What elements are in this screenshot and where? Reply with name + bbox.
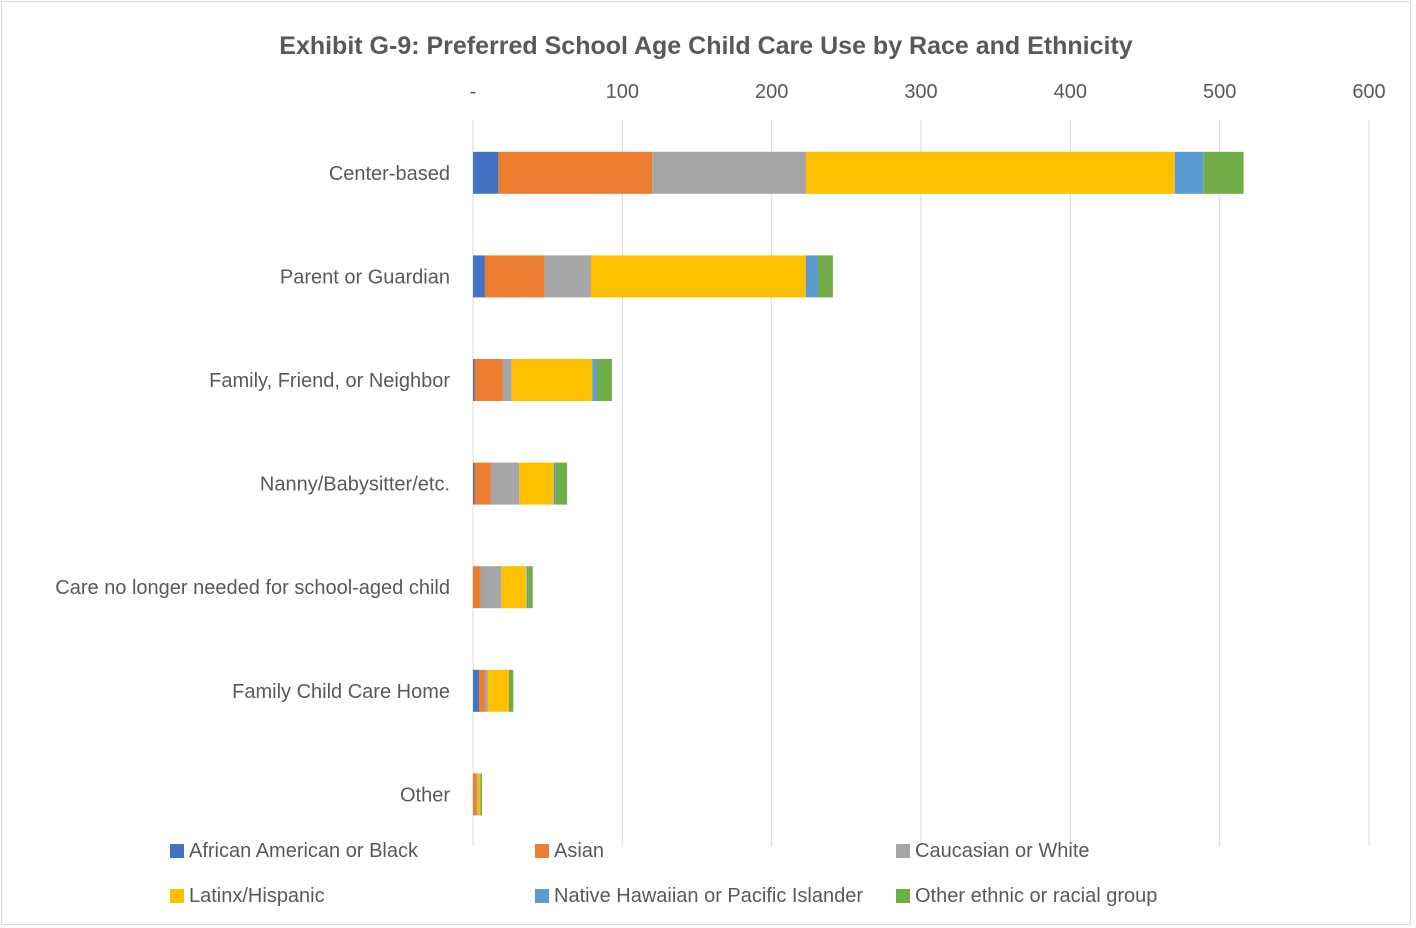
legend-swatch-1 — [535, 844, 549, 858]
legend: African American or Black Asian Caucasian … — [170, 840, 1157, 907]
x-tick-label-5: 500 — [1203, 81, 1236, 103]
legend-label-2: Caucasian or White — [915, 840, 1090, 862]
category-label-0: Center-based — [329, 163, 450, 185]
bar-segment-3-2 — [490, 462, 520, 505]
bar-segment-0-2 — [652, 151, 807, 194]
legend-swatch-5 — [896, 889, 910, 903]
bar-segment-4-5 — [528, 566, 533, 609]
bar-segment-0-5 — [1203, 151, 1244, 194]
bar-segment-5-3 — [487, 669, 509, 712]
legend-swatch-0 — [170, 844, 184, 858]
legend-swatch-3 — [170, 889, 184, 903]
legend-swatch-4 — [535, 889, 549, 903]
legend-label-3: Latinx/Hispanic — [189, 885, 325, 907]
chart-title: Exhibit G-9: Preferred School Age Child … — [279, 32, 1133, 60]
bar-segment-6-2 — [475, 773, 478, 816]
category-label-5: Family Child Care Home — [232, 681, 450, 703]
x-tick-label-1: 100 — [606, 81, 639, 103]
bar-segment-3-5 — [555, 462, 568, 505]
gridlines — [472, 120, 1370, 846]
bar-segment-1-3 — [590, 255, 807, 298]
bar-segment-0-3 — [806, 151, 1175, 194]
category-label-3: Nanny/Babysitter/etc. — [260, 474, 450, 496]
bar-segment-6-3 — [477, 773, 481, 816]
bar-segment-1-1 — [484, 255, 545, 298]
bar-segment-1-5 — [817, 255, 833, 298]
bar-segment-4-1 — [473, 566, 481, 609]
bar-segment-4-4 — [526, 566, 529, 609]
bar-segment-4-3 — [501, 566, 527, 609]
x-tick-label-4: 400 — [1054, 81, 1087, 103]
bar-segment-2-5 — [596, 359, 612, 401]
category-label-6: Other — [400, 784, 450, 806]
bar-segment-0-1 — [498, 151, 653, 194]
x-tick-label-2: 200 — [755, 81, 788, 103]
legend-label-1: Asian — [554, 840, 604, 862]
bar-segment-6-1 — [473, 773, 476, 816]
bar-segment-0-0 — [473, 151, 499, 194]
bar-segment-2-4 — [592, 359, 597, 401]
legend-label-5: Other ethnic or racial group — [915, 885, 1157, 907]
bar-segment-3-0 — [473, 462, 475, 505]
bars — [473, 151, 1244, 816]
x-axis-tick-labels: - 100 200 300 400 500 600 — [470, 81, 1386, 103]
category-label-4: Care no longer needed for school-aged ch… — [55, 577, 450, 599]
bar-segment-3-1 — [474, 462, 491, 505]
x-tick-label-3: 300 — [904, 81, 937, 103]
category-label-2: Family, Friend, or Neighbor — [209, 370, 450, 392]
bar-segment-6-5 — [480, 773, 482, 816]
bar-segment-0-4 — [1174, 151, 1204, 194]
legend-swatch-2 — [896, 844, 910, 858]
bar-segment-5-1 — [478, 669, 485, 712]
bar-segment-5-2 — [484, 669, 488, 712]
bar-segment-3-3 — [519, 462, 554, 505]
bar-segment-3-4 — [553, 462, 556, 505]
category-labels: Center-based Parent or Guardian Family, Fr… — [55, 163, 450, 807]
legend-label-4: Native Hawaiian or Pacific Islander — [554, 885, 863, 907]
bar-segment-4-2 — [480, 566, 502, 609]
bar-segment-5-0 — [473, 669, 479, 712]
bar-segment-1-0 — [473, 255, 485, 298]
bar-segment-2-1 — [474, 359, 503, 401]
x-tick-label-0: - — [470, 81, 477, 103]
bar-segment-2-3 — [511, 359, 593, 401]
bar-segment-1-4 — [806, 255, 818, 298]
bar-segment-2-0 — [473, 359, 475, 401]
x-tick-label-6: 600 — [1352, 81, 1385, 103]
legend-label-0: African American or Black — [189, 840, 419, 862]
bar-segment-1-2 — [544, 255, 591, 298]
category-label-1: Parent or Guardian — [280, 266, 450, 288]
bar-segment-5-5 — [508, 669, 514, 712]
bar-segment-2-2 — [502, 359, 512, 401]
